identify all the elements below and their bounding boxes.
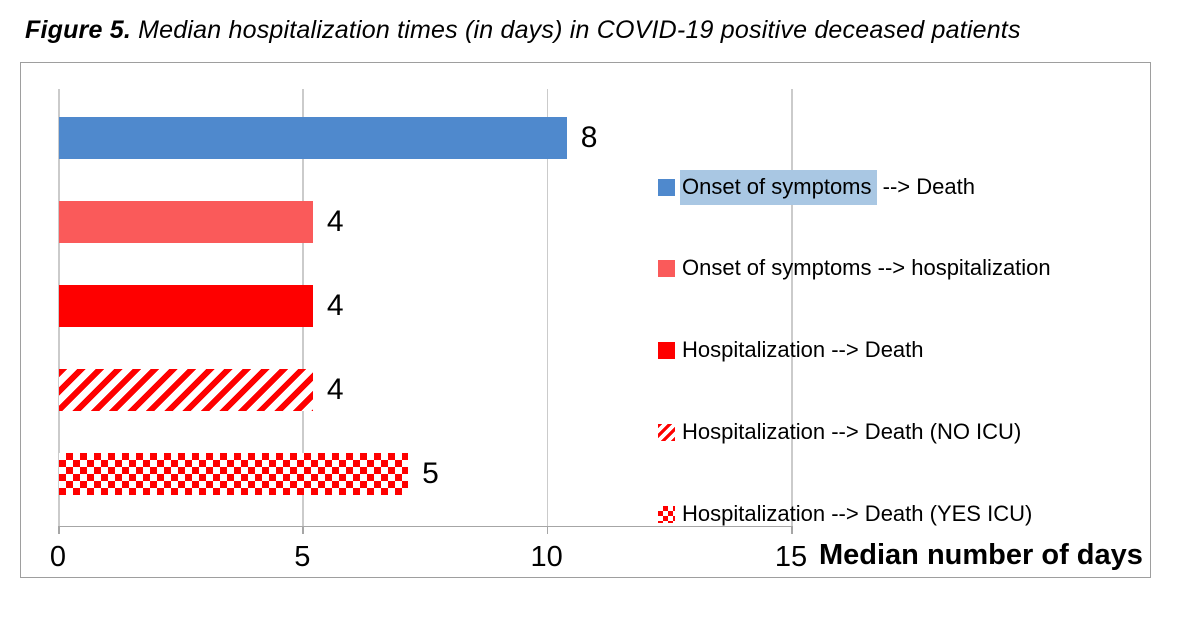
legend-marker-striped-red-icon bbox=[658, 423, 675, 441]
axis-tick-5 bbox=[302, 526, 304, 534]
legend-marker-solid-red-icon bbox=[658, 341, 675, 359]
bar-onset-to-death bbox=[59, 117, 567, 159]
gridline-0 bbox=[58, 89, 60, 526]
bar-row-onset-to-hospitalization: 4 bbox=[59, 201, 1011, 243]
axis-tick-15 bbox=[791, 526, 793, 534]
figure-caption: Figure 5. Median hospitalization times (… bbox=[25, 16, 1021, 45]
legend-label: Hospitalization --> Death (NO ICU) bbox=[682, 419, 1022, 444]
gridline-10 bbox=[546, 89, 549, 526]
axis-tick-0 bbox=[58, 526, 60, 534]
bar-row-hospitalization-to-death-no-icu: 4 bbox=[59, 369, 1011, 411]
x-axis-title: Median number of days bbox=[819, 539, 1143, 571]
figure-caption-text: Median hospitalization times (in days) i… bbox=[131, 16, 1021, 44]
legend-marker-solid-blue-icon bbox=[658, 178, 675, 196]
axis-tick-10 bbox=[546, 526, 549, 534]
legend-item-hospitalization-to-death-yes-icu: Hospitalization --> Death (YES ICU) bbox=[658, 497, 1032, 531]
legend-highlighted-text: Onset of symptoms bbox=[680, 169, 877, 205]
legend-label: Onset of symptoms --> Death bbox=[680, 169, 975, 205]
bar-hospitalization-to-death-yes-icu bbox=[59, 453, 409, 495]
chart-area: 8 4 4 4 5 0 5 10 15 Medi bbox=[20, 62, 1151, 578]
legend-label: Hospitalization --> Death bbox=[682, 337, 924, 362]
legend-item-hospitalization-to-death-no-icu: Hospitalization --> Death (NO ICU) bbox=[658, 415, 1021, 449]
legend-label-rest: --> Death bbox=[876, 173, 975, 199]
bar-onset-to-hospitalization bbox=[59, 201, 313, 243]
bar-row-hospitalization-to-death-yes-icu: 5 bbox=[59, 453, 1011, 495]
legend-label: Hospitalization --> Death (YES ICU) bbox=[682, 501, 1033, 526]
bar-value-label: 4 bbox=[326, 289, 344, 322]
bar-value-label: 5 bbox=[422, 457, 439, 490]
bar-value-label: 4 bbox=[326, 373, 344, 406]
gridline-15 bbox=[791, 89, 793, 526]
legend-item-onset-to-hospitalization: Onset of symptoms --> hospitalization bbox=[658, 251, 1051, 285]
x-tick-label-10: 10 bbox=[530, 541, 563, 573]
bar-row-onset-to-death: 8 bbox=[59, 117, 1011, 159]
x-tick-label-15: 15 bbox=[774, 541, 808, 573]
legend-marker-solid-salmon-icon bbox=[658, 259, 675, 277]
bar-hospitalization-to-death-no-icu bbox=[59, 369, 313, 411]
legend-item-hospitalization-to-death: Hospitalization --> Death bbox=[658, 333, 924, 367]
plot-area: 8 4 4 4 5 bbox=[58, 89, 793, 534]
legend-item-onset-to-death: Onset of symptoms --> Death bbox=[658, 169, 975, 205]
bar-hospitalization-to-death bbox=[59, 285, 313, 327]
bar-row-hospitalization-to-death: 4 bbox=[59, 285, 1011, 327]
legend-label: Onset of symptoms --> hospitalization bbox=[682, 255, 1051, 280]
legend-marker-checkered-red-icon bbox=[658, 505, 675, 523]
x-axis-tick-labels: 0 5 10 15 bbox=[50, 541, 807, 575]
x-tick-label-0: 0 bbox=[49, 541, 67, 573]
bar-value-label: 8 bbox=[580, 121, 598, 154]
figure-caption-number: Figure 5. bbox=[25, 16, 131, 44]
bar-value-label: 4 bbox=[326, 205, 344, 238]
x-tick-label-5: 5 bbox=[294, 541, 311, 573]
